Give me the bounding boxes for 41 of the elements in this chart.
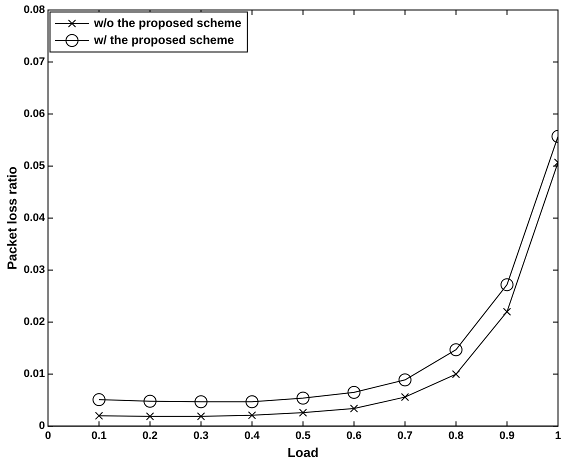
legend-label: w/ the proposed scheme (93, 32, 234, 47)
y-tick-label: 0.06 (24, 108, 46, 120)
point (500, 278, 514, 292)
point (452, 370, 460, 378)
x-tick-label: 0.7 (397, 430, 413, 442)
point (196, 412, 206, 420)
point (246, 395, 259, 408)
y-tick-label: 0.07 (24, 56, 46, 68)
point (400, 393, 410, 402)
x-tick-label: 0.3 (193, 430, 209, 442)
point (350, 404, 358, 413)
y-tick-label: 0.05 (24, 160, 46, 172)
x-tick-label: 0.4 (244, 430, 261, 442)
point (94, 412, 104, 420)
x-tick-label: 0.5 (295, 430, 311, 442)
point (296, 392, 310, 405)
x-tick-label: 0.1 (91, 430, 107, 442)
point (92, 393, 106, 406)
x-tick-label: 0.9 (499, 430, 515, 442)
point (348, 386, 361, 399)
y-tick-label: 0 (38, 420, 46, 432)
x-tick-label: 0.8 (448, 430, 464, 442)
point (248, 411, 256, 420)
point (144, 394, 157, 408)
x-axis-title: Load (287, 444, 319, 460)
point (298, 408, 308, 417)
x-tick-label: 0.2 (142, 430, 158, 442)
point (194, 395, 208, 408)
x-tick-label: 0.6 (346, 430, 362, 442)
point (502, 308, 512, 316)
y-tick-label: 0.04 (24, 212, 46, 224)
y-tick-label: 0.08 (24, 4, 46, 16)
x-tick-label: 1 (554, 430, 562, 442)
y-tick-label: 0.01 (24, 368, 46, 380)
legend-label: w/o the proposed scheme (93, 16, 242, 30)
y-tick-label: 0.02 (24, 316, 46, 328)
y-axis-title: Packet loss ratio (4, 166, 20, 270)
y-tick-label: 0.03 (24, 264, 46, 276)
point (450, 343, 462, 356)
point (398, 373, 412, 386)
point (146, 412, 154, 420)
